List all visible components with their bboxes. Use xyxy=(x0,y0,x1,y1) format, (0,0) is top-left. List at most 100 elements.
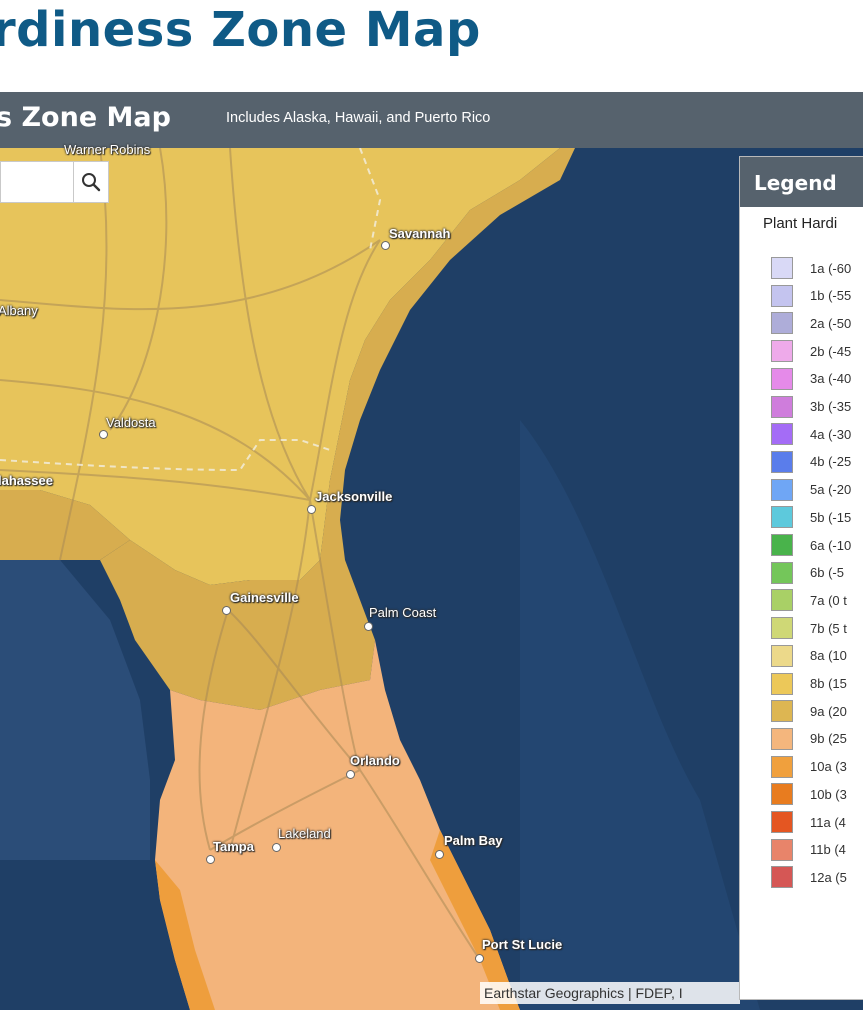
city-label-savannah: Savannah xyxy=(389,226,451,241)
legend-swatch xyxy=(771,561,793,584)
app-title: s Zone Map xyxy=(0,102,171,133)
legend-swatch xyxy=(771,838,793,861)
map-attribution[interactable]: Earthstar Geographics | FDEP, I xyxy=(480,982,740,1004)
city-label-gainesville: Gainesville xyxy=(230,590,299,605)
legend-label: 10b (3 xyxy=(810,786,847,802)
city-marker-gainesville xyxy=(222,606,231,615)
city-marker-jacksonville xyxy=(307,505,316,514)
search-box[interactable] xyxy=(0,161,109,203)
legend-item: 2b (-45 xyxy=(771,340,852,363)
legend-item: 11b (4 xyxy=(771,838,846,861)
legend-swatch xyxy=(771,589,793,612)
legend-swatch xyxy=(771,478,793,501)
city-label-orlando: Orlando xyxy=(350,753,400,768)
legend-swatch xyxy=(771,783,793,806)
state-border xyxy=(0,148,382,472)
legend-swatch xyxy=(771,811,793,833)
city-marker-palm-bay xyxy=(435,850,444,859)
legend-label: 11a (4 xyxy=(810,814,846,830)
legend-label: 6a (-10 xyxy=(810,537,852,553)
search-button[interactable] xyxy=(73,162,108,202)
city-marker-lakeland xyxy=(272,843,281,852)
legend-item: 10b (3 xyxy=(771,783,847,806)
city-marker-valdosta xyxy=(99,430,108,439)
legend-swatch xyxy=(771,340,793,363)
legend-label: 8b (15 xyxy=(810,676,847,691)
city-marker-tampa xyxy=(206,855,215,864)
city-label-valdosta: Valdosta xyxy=(106,415,156,430)
legend-label: 3a (-40 xyxy=(810,371,852,387)
city-label-lakeland: Lakeland xyxy=(278,826,331,841)
city-label-tampa: Tampa xyxy=(213,839,254,854)
legend-item: 5b (-15 xyxy=(771,506,852,529)
legend-item: 12a (5 xyxy=(771,866,847,889)
ocean-shelf xyxy=(520,420,760,1010)
map-canvas xyxy=(0,148,863,1010)
legend-label: 7b (5 t xyxy=(810,620,847,636)
city-marker-savannah xyxy=(381,241,390,250)
legend-item: 7b (5 t xyxy=(771,617,847,640)
legend-label: 4a (-30 xyxy=(810,426,852,442)
legend-label: 11b (4 xyxy=(810,842,846,858)
legend-subtitle: Plant Hardi xyxy=(763,215,838,232)
legend-swatch xyxy=(771,284,793,307)
legend-swatch xyxy=(771,423,793,446)
legend-label: 2b (-45 xyxy=(810,343,852,359)
legend-label: 4b (-25 xyxy=(810,454,852,470)
zone-10a-east xyxy=(430,830,520,1010)
city-marker-port-st-lucie xyxy=(475,954,484,963)
road-network xyxy=(0,148,481,961)
legend-item: 11a (4 xyxy=(771,811,846,833)
legend-title: Legend xyxy=(740,157,863,207)
legend-label: 1a (-60 xyxy=(810,260,852,276)
legend-label: 3b (-35 xyxy=(810,399,852,414)
legend-item: 8a (10 xyxy=(771,644,847,667)
legend-item: 4b (-25 xyxy=(771,450,852,473)
legend-label: 6b (-5 xyxy=(810,565,844,581)
legend-item: 8b (15 xyxy=(771,672,847,695)
legend-swatch xyxy=(771,506,793,529)
legend-label: 9b (25 xyxy=(810,731,847,747)
city-label-warner-robins: Warner Robins xyxy=(64,142,151,157)
map-view[interactable] xyxy=(0,148,863,1010)
city-label-palm-coast: Palm Coast xyxy=(369,605,437,620)
legend-label: 12a (5 xyxy=(810,869,847,885)
legend-item: 9a (20 xyxy=(771,700,847,723)
legend-swatch xyxy=(771,367,793,390)
legend-panel: Legend Plant Hardi 1a (-60 1b (-55 2a (-50… xyxy=(739,156,863,1000)
page-title: rdiness Zone Map xyxy=(0,2,481,58)
legend-swatch xyxy=(771,755,793,778)
legend-item: 1a (-60 xyxy=(771,257,851,279)
legend-item: 5a (-20 xyxy=(771,478,852,501)
legend-swatch xyxy=(771,257,793,279)
legend-swatch xyxy=(771,617,793,640)
legend-swatch xyxy=(771,727,793,750)
legend-label: 1b (-55 xyxy=(810,288,852,304)
legend-swatch xyxy=(771,395,793,418)
legend-item: 3b (-35 xyxy=(771,395,852,418)
app-subtitle: Includes Alaska, Hawaii, and Puerto Rico xyxy=(226,110,491,126)
zone-9a-area-west xyxy=(0,490,130,560)
app-header: s Zone Map Includes Alaska, Hawaii, and … xyxy=(0,92,863,148)
zone-9b-area xyxy=(155,640,520,1010)
legend-label: 5b (-15 xyxy=(810,509,852,525)
legend-item: 2a (-50 xyxy=(771,312,852,335)
legend-swatch xyxy=(771,700,793,723)
city-label-jacksonville: Jacksonville xyxy=(315,489,393,504)
legend-label: 2a (-50 xyxy=(810,315,852,331)
legend-label: 8a (10 xyxy=(810,648,847,664)
legend-swatch xyxy=(771,534,793,556)
city-label-port-st-lucie: Port St Lucie xyxy=(482,937,563,952)
legend-swatch xyxy=(771,450,793,473)
legend-label: 5a (-20 xyxy=(810,482,852,498)
legend-item: 7a (0 t xyxy=(771,589,847,612)
legend-item: 6b (-5 xyxy=(771,561,844,584)
search-icon xyxy=(82,173,101,192)
legend-item: 4a (-30 xyxy=(771,423,852,446)
city-marker-orlando xyxy=(346,770,355,779)
zone-9a-area xyxy=(100,148,575,710)
zone-10a-west xyxy=(155,860,215,1010)
legend-label: 7a (0 t xyxy=(810,592,847,608)
zone-8b-area xyxy=(0,148,560,585)
search-input[interactable] xyxy=(1,162,73,202)
